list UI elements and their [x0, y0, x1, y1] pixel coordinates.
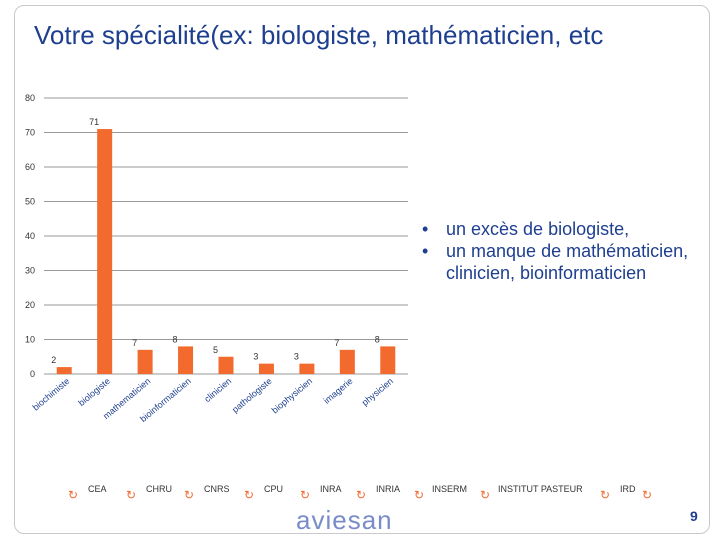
arrow-icon: ↻: [414, 488, 425, 502]
bar-chart: 0 10 20 30 40 50 60 70 80 2 biochimiste 71 biologist…: [25, 93, 408, 424]
arrow-icon: ↻: [126, 488, 137, 502]
bar: [258, 363, 274, 374]
y-tick-label: 70: [25, 128, 35, 138]
data-label: 71: [89, 117, 99, 127]
bullet-item: un excès de biologiste,: [418, 218, 708, 240]
bar: [299, 363, 315, 374]
arrow-icon: ↻: [356, 488, 367, 502]
y-tick-label: 60: [25, 162, 35, 172]
x-tick-label: pathologiste: [230, 376, 274, 415]
y-tick-label: 40: [25, 231, 35, 241]
partner-link[interactable]: CNRS: [204, 484, 230, 494]
bar: [218, 356, 234, 374]
x-tick-label: clinicien: [202, 376, 233, 404]
x-tick-label: imagerie: [322, 376, 355, 406]
arrow-icon: ↻: [600, 488, 611, 502]
bar: [380, 346, 396, 374]
partner-link[interactable]: IRD: [620, 484, 636, 494]
bar: [339, 349, 355, 374]
partner-link[interactable]: INRIA: [376, 484, 401, 494]
bar: [56, 367, 72, 374]
page-number: 9: [690, 508, 698, 524]
x-tick-label: biologiste: [76, 376, 112, 408]
y-tick-label: 10: [25, 335, 35, 345]
x-tick-label: biochimiste: [31, 376, 72, 413]
partner-link[interactable]: INSERM: [432, 484, 468, 494]
y-tick-label: 50: [25, 197, 35, 207]
aviesan-logo: aviesan: [296, 505, 393, 536]
slide-frame: [14, 5, 710, 534]
data-label: 3: [294, 352, 299, 362]
arrow-icon: ↻: [184, 488, 195, 502]
bar: [97, 129, 113, 374]
x-tick-label: biophysicien: [270, 376, 314, 415]
partner-link[interactable]: CEA: [88, 484, 107, 494]
y-tick-label: 0: [30, 369, 35, 379]
data-label: 7: [132, 338, 137, 348]
data-label: 8: [375, 334, 380, 344]
arrow-icon: ↻: [480, 488, 491, 502]
partner-link[interactable]: CHRU: [146, 484, 172, 494]
partner-links: ↻ CEA ↻ CHRU ↻ CNRS ↻ CPU ↻ INRA ↻ INRIA…: [0, 484, 720, 504]
partner-link[interactable]: INRA: [320, 484, 342, 494]
arrow-icon: ↻: [642, 488, 653, 502]
logo-text: aviesan: [296, 505, 393, 535]
data-label: 3: [253, 352, 258, 362]
arrow-icon: ↻: [300, 488, 311, 502]
arrow-icon: ↻: [68, 488, 79, 502]
partner-link[interactable]: CPU: [264, 484, 284, 494]
bullet-item: un manque de mathématicien, clinicien, b…: [418, 240, 708, 284]
y-tick-label: 20: [25, 300, 35, 310]
arrow-icon: ↻: [244, 488, 255, 502]
data-label: 8: [173, 334, 178, 344]
y-tick-label: 30: [25, 266, 35, 276]
data-label: 7: [334, 338, 339, 348]
bar: [137, 349, 153, 374]
bar: [178, 346, 194, 374]
slide-title: Votre spécialité(ex: biologiste, mathéma…: [34, 20, 604, 50]
y-tick-label: 80: [25, 93, 35, 103]
data-label: 2: [51, 355, 56, 365]
data-label: 5: [213, 345, 218, 355]
x-tick-label: physicien: [360, 376, 395, 408]
bullet-list: un excès de biologiste, un manque de mat…: [418, 218, 708, 284]
partner-link[interactable]: INSTITUT PASTEUR: [498, 484, 583, 494]
